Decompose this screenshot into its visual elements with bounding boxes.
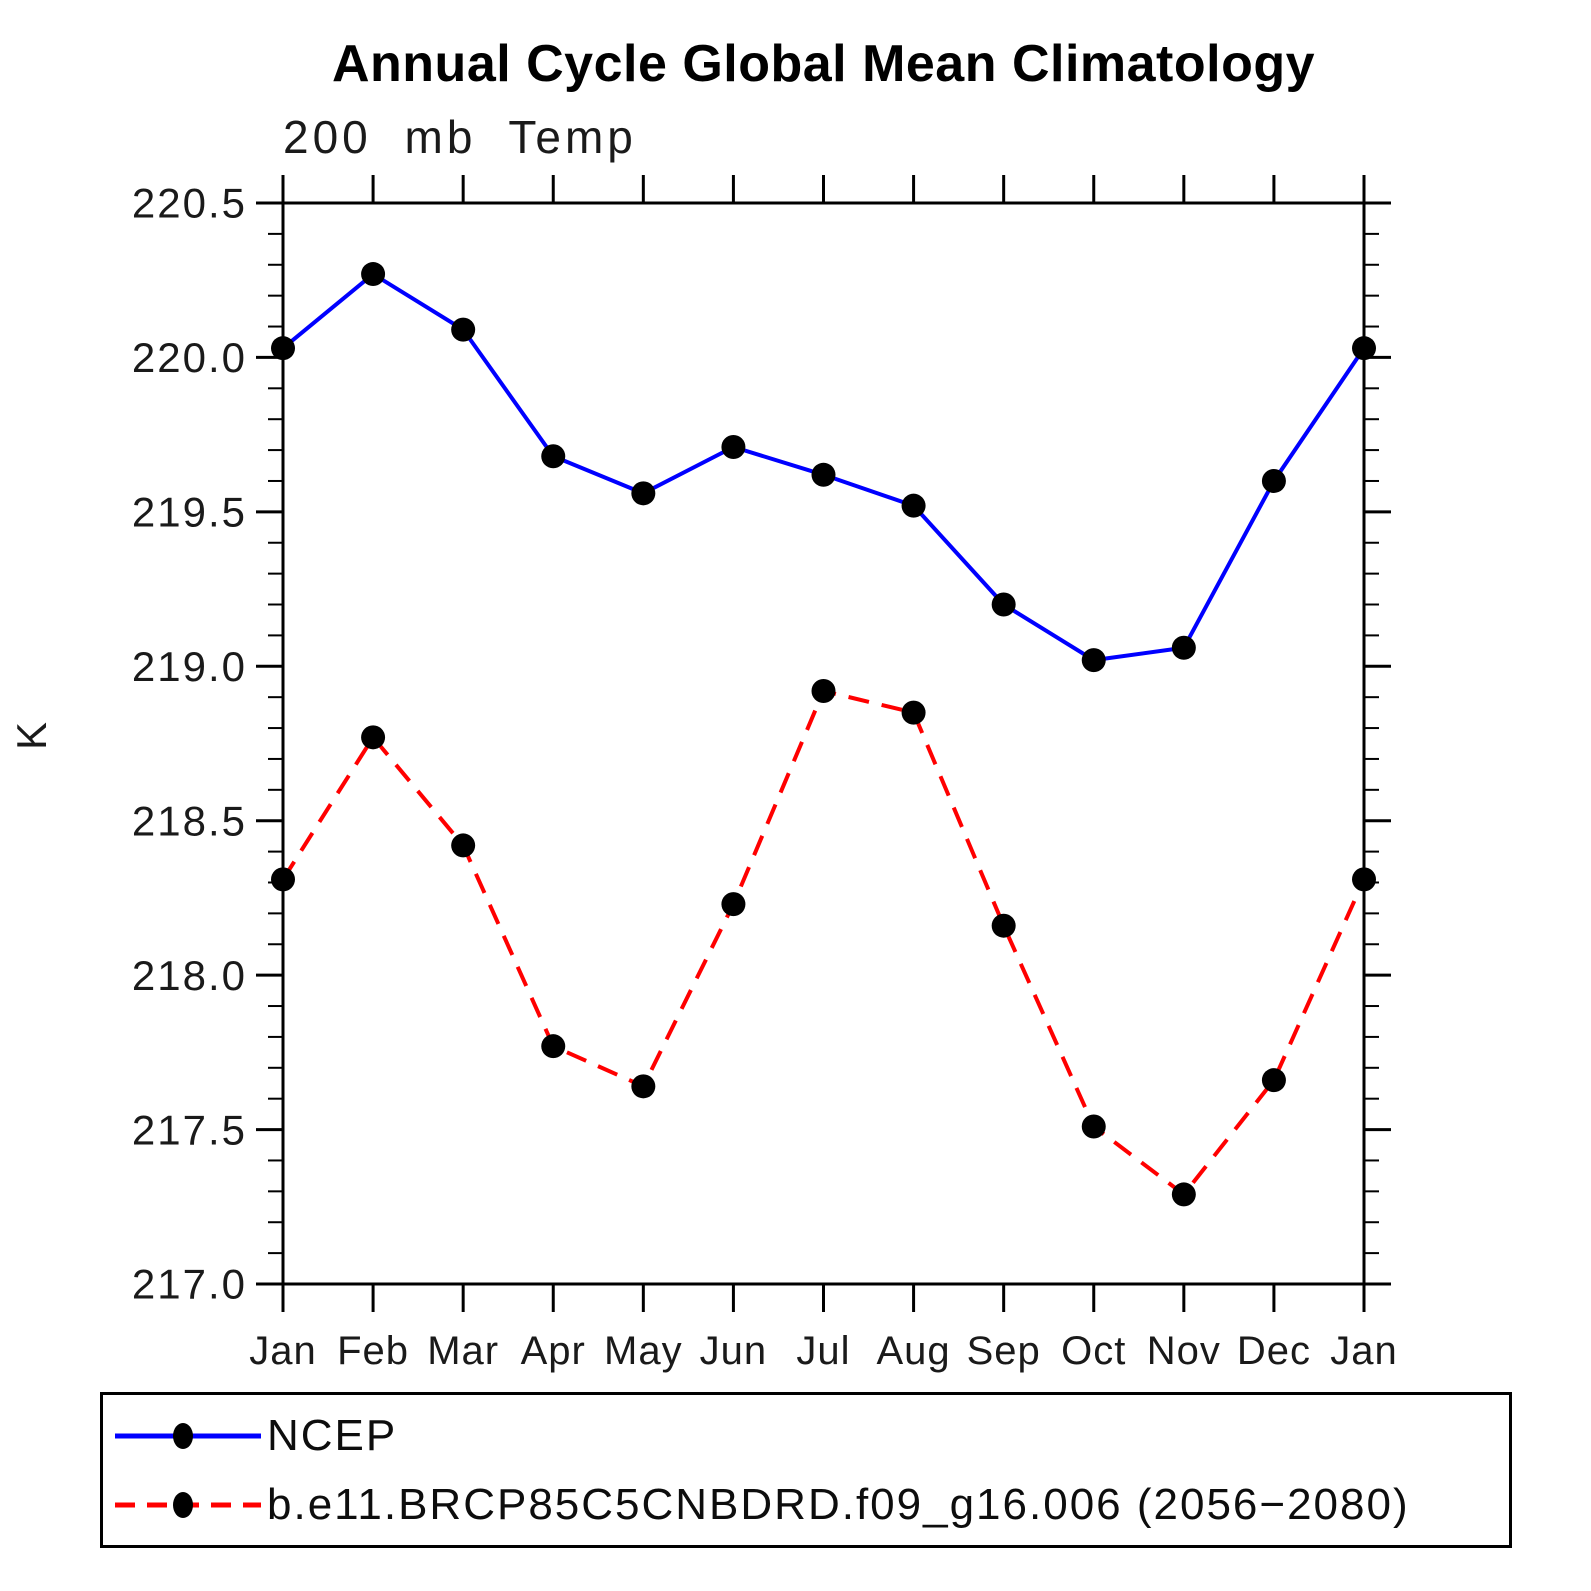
data-point-marker bbox=[361, 725, 386, 750]
data-point-marker bbox=[1261, 468, 1286, 493]
data-point-marker bbox=[1352, 336, 1376, 361]
x-tick-label: Jan bbox=[1330, 1329, 1398, 1373]
data-point-marker bbox=[1081, 1114, 1106, 1139]
x-tick-label: Nov bbox=[1147, 1329, 1221, 1373]
data-point-marker bbox=[1171, 635, 1196, 660]
data-point-marker bbox=[1081, 648, 1106, 673]
data-point-marker bbox=[271, 336, 295, 361]
x-tick-label: Apr bbox=[521, 1329, 586, 1373]
legend-marker bbox=[173, 1491, 193, 1518]
x-tick-label: Aug bbox=[876, 1329, 950, 1373]
data-point-marker bbox=[811, 678, 836, 703]
chart-title: Annual Cycle Global Mean Climatology bbox=[331, 35, 1316, 93]
legend: NCEP b.e11.BRCP85C5CNBDRD.f09_g16.006 (2… bbox=[100, 1392, 1512, 1548]
data-point-marker bbox=[541, 1034, 566, 1059]
data-point-marker bbox=[901, 493, 926, 518]
data-point-marker bbox=[361, 262, 386, 287]
x-tick-label: Feb bbox=[337, 1329, 409, 1373]
x-tick-label: Dec bbox=[1237, 1329, 1311, 1373]
data-point-marker bbox=[721, 892, 746, 917]
y-tick-label: 217.0 bbox=[132, 1261, 247, 1308]
x-tick-label: Sep bbox=[967, 1329, 1041, 1373]
data-point-marker bbox=[991, 913, 1016, 938]
x-tick-label: May bbox=[604, 1329, 683, 1373]
data-point-marker bbox=[631, 1074, 656, 1099]
chart-subtitle: 200 mb Temp bbox=[283, 111, 637, 163]
data-point-marker bbox=[1171, 1182, 1196, 1207]
x-tick-label: Jul bbox=[796, 1329, 850, 1373]
data-point-marker bbox=[631, 481, 656, 506]
series-line-1 bbox=[281, 688, 1366, 1198]
legend-entry-ncep: NCEP bbox=[113, 1401, 1509, 1470]
x-tick-label: Jan bbox=[249, 1329, 317, 1373]
x-tick-label: Jun bbox=[700, 1329, 768, 1373]
data-point-marker bbox=[721, 434, 746, 459]
data-point-marker bbox=[1261, 1068, 1286, 1093]
data-point-marker bbox=[811, 462, 836, 487]
y-tick-label: 219.5 bbox=[132, 489, 247, 536]
data-point-marker bbox=[1352, 867, 1376, 892]
y-tick-label: 218.0 bbox=[132, 952, 247, 999]
legend-label-ncep: NCEP bbox=[267, 1410, 398, 1460]
y-tick-label: 220.5 bbox=[132, 180, 247, 227]
y-tick-label: 218.5 bbox=[132, 797, 247, 844]
y-tick-label: 217.5 bbox=[132, 1106, 247, 1153]
data-point-marker bbox=[451, 317, 476, 342]
legend-label-model: b.e11.BRCP85C5CNBDRD.f09_g16.006 (2056−2… bbox=[267, 1479, 1410, 1529]
legend-marker bbox=[173, 1422, 193, 1449]
data-point-marker bbox=[991, 592, 1016, 617]
data-point-marker bbox=[901, 700, 926, 725]
plot-frame bbox=[281, 201, 1366, 1286]
data-point-marker bbox=[451, 833, 476, 858]
legend-entry-model: b.e11.BRCP85C5CNBDRD.f09_g16.006 (2056−2… bbox=[113, 1470, 1509, 1539]
x-tick-label: Mar bbox=[427, 1329, 499, 1373]
x-tick-label: Oct bbox=[1061, 1329, 1126, 1373]
data-point-marker bbox=[271, 867, 295, 892]
ncep-line-sample-icon bbox=[115, 1422, 261, 1449]
data-point-marker bbox=[541, 444, 566, 469]
model-line-sample-icon bbox=[115, 1491, 261, 1518]
y-tick-label: 219.0 bbox=[132, 643, 247, 690]
y-tick-label: 220.0 bbox=[132, 334, 247, 381]
